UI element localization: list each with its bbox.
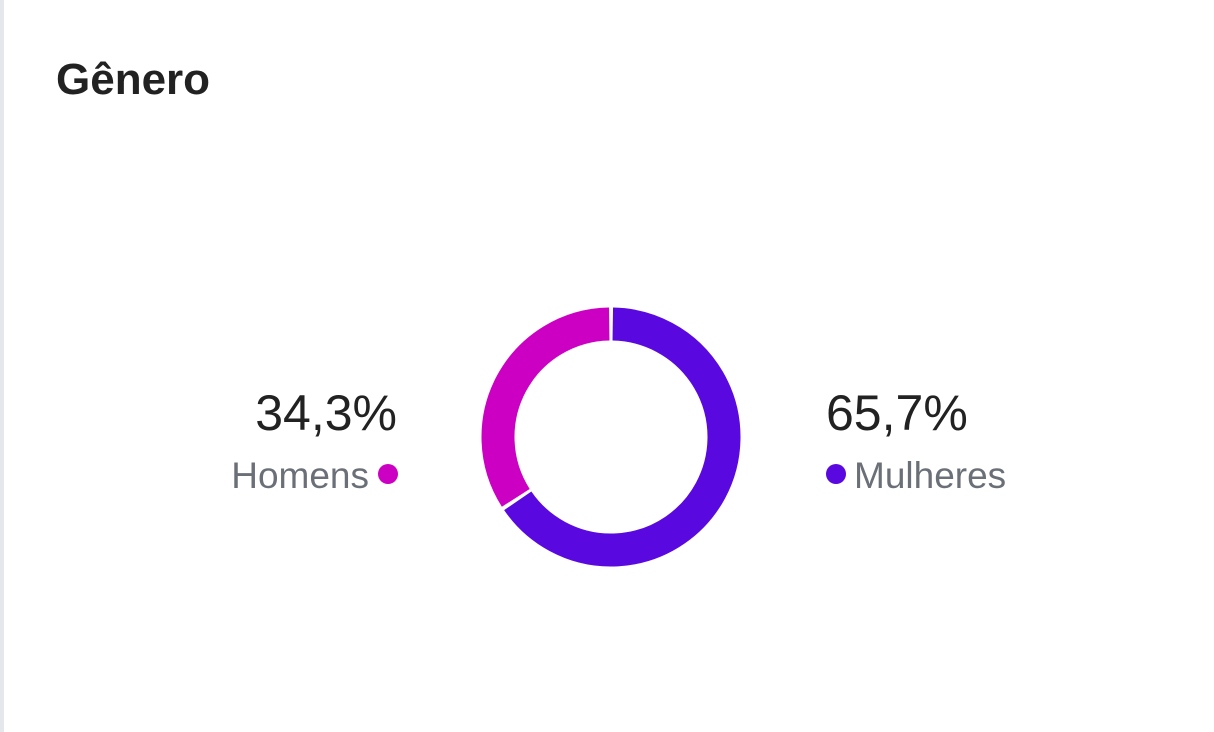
- donut-segment: [504, 307, 741, 567]
- legend-label: Mulheres: [854, 455, 1006, 496]
- legend-dot: [826, 464, 846, 484]
- legend-dot: [378, 464, 398, 484]
- value-label: 34,3%: [255, 385, 397, 441]
- chart-title: Gênero: [56, 55, 210, 104]
- donut-segment: [481, 307, 610, 507]
- value-label: 65,7%: [826, 385, 968, 441]
- legend-label: Homens: [231, 455, 369, 496]
- card-border: [0, 0, 4, 732]
